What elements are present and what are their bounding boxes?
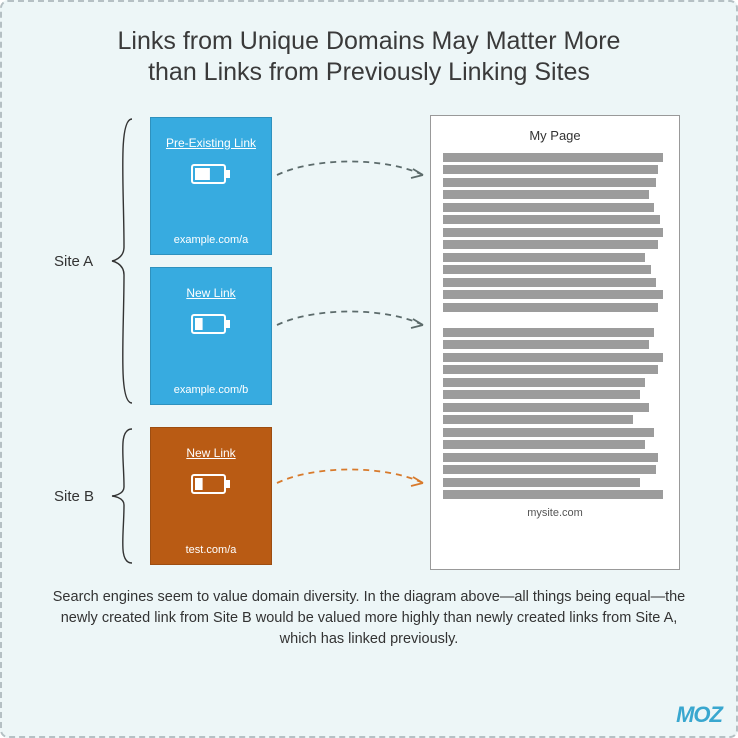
content-bars: [443, 153, 667, 500]
headline-line1: Links from Unique Domains May Matter Mor…: [118, 27, 621, 55]
headline-line2: than Links from Previously Linking Sites: [148, 58, 590, 86]
link-label: Pre-Existing Link: [166, 136, 256, 150]
link-card-a1: Pre-Existing Link example.com/a: [150, 117, 272, 255]
card-url: example.com/b: [151, 384, 271, 396]
caption-text: Search engines seem to value domain dive…: [30, 587, 708, 650]
battery-icon: [191, 164, 231, 186]
link-card-a2: New Link example.com/b: [150, 267, 272, 405]
card-url: example.com/a: [151, 234, 271, 246]
site-a-label: Site A: [54, 253, 93, 270]
target-page: My Page mysite.com: [430, 115, 680, 570]
moz-logo: MOZ: [676, 702, 722, 728]
brace-site-a: [108, 117, 138, 405]
link-card-b1: New Link test.com/a: [150, 427, 272, 565]
link-label: New Link: [186, 446, 235, 460]
link-label: New Link: [186, 286, 235, 300]
target-page-title: My Page: [443, 128, 667, 143]
battery-icon: [191, 474, 231, 496]
site-b-label: Site B: [54, 488, 94, 505]
card-url: test.com/a: [151, 544, 271, 556]
brace-site-b: [108, 427, 138, 565]
target-page-url: mysite.com: [443, 507, 667, 519]
battery-icon: [191, 314, 231, 336]
diagram-area: Site A Site B Pre-Existing Link example.…: [30, 107, 708, 577]
infographic-frame: Links from Unique Domains May Matter Mor…: [0, 0, 738, 738]
arrow-a2: [275, 297, 435, 357]
headline: Links from Unique Domains May Matter Mor…: [30, 26, 708, 89]
arrow-a1: [275, 147, 435, 207]
arrow-b1: [275, 455, 435, 515]
